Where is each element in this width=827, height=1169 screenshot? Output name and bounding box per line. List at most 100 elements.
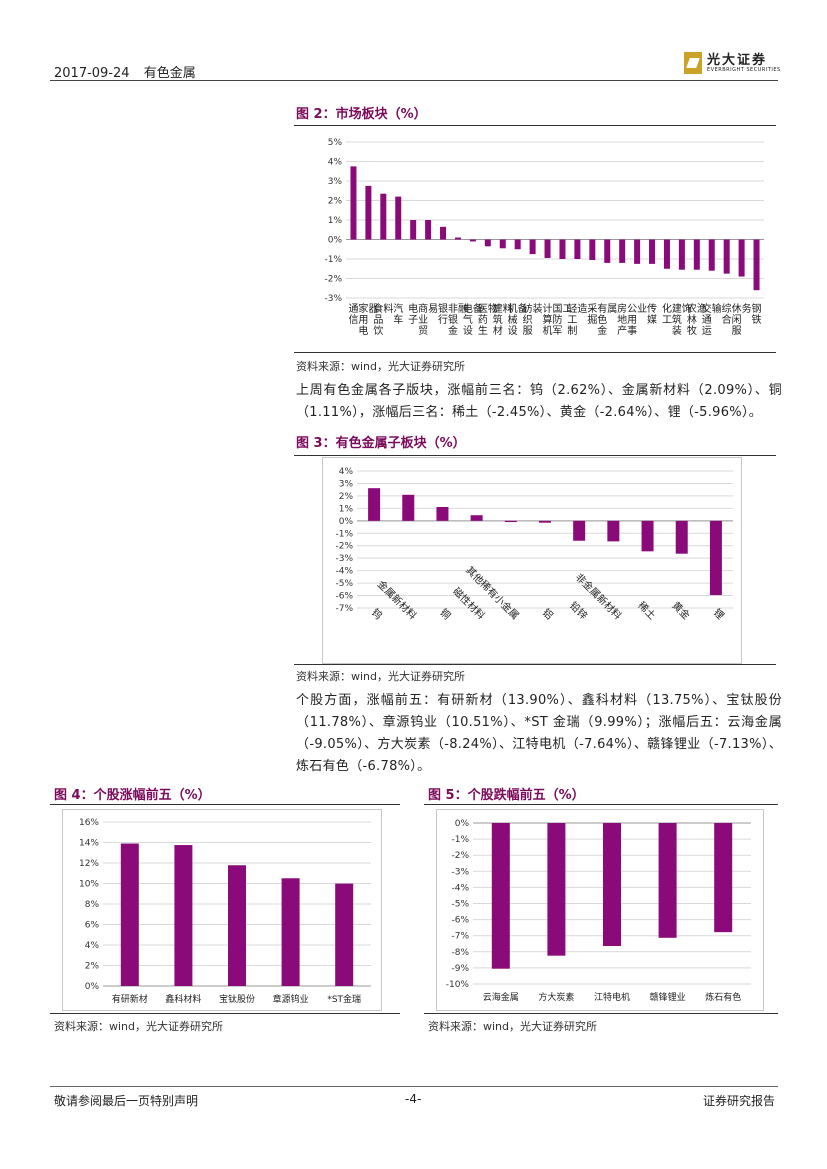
bar	[604, 239, 611, 263]
x-tick-label: 织	[523, 314, 533, 326]
bar	[559, 239, 566, 259]
x-tick-label: 林	[687, 313, 697, 326]
bar	[335, 883, 354, 986]
x-tick-label: 务	[742, 302, 752, 315]
y-tick-label: 1%	[328, 216, 343, 226]
x-tick-label: 云海金属	[483, 991, 519, 1003]
bar	[723, 239, 730, 274]
brand-logo: 光大证券 EVERBRIGHT SECURITIES	[684, 52, 781, 74]
footer-disclaimer: 敬请参阅最后一页特别声明	[54, 1094, 199, 1108]
x-tick-label: 服	[732, 325, 742, 337]
x-tick-label: 料	[503, 302, 513, 315]
y-tick-label: 12%	[79, 859, 99, 869]
logo-mark-icon	[684, 52, 702, 74]
x-tick-label: 防	[552, 313, 562, 326]
x-tick-label: 设	[463, 325, 473, 337]
y-tick-label: 0%	[328, 236, 343, 246]
fig5-top-rule	[424, 804, 778, 805]
bar	[440, 226, 447, 240]
y-tick-label: 6%	[85, 921, 100, 931]
x-tick-label: 输	[712, 302, 722, 315]
x-tick-label: 纺	[523, 302, 533, 315]
x-tick-label: 国	[552, 303, 562, 315]
fig5-title: 图 5：个股跌幅前五（%）	[428, 788, 585, 803]
y-tick-label: -2%	[451, 851, 469, 861]
x-tick-label: 筑	[493, 313, 503, 326]
x-tick-label: 业	[637, 303, 647, 315]
x-tick-label: 子	[408, 314, 418, 326]
y-tick-label: -2%	[324, 275, 342, 285]
bar	[410, 220, 417, 240]
y-tick-label: -9%	[451, 964, 469, 974]
x-tick-label: 江特电机	[594, 991, 630, 1003]
bar	[402, 494, 415, 521]
bar	[547, 823, 566, 956]
bar	[504, 520, 517, 523]
x-tick-label: 铜	[437, 607, 453, 623]
x-tick-label: 铅锌	[567, 599, 590, 622]
bar	[380, 193, 387, 240]
y-tick-label: -5%	[451, 900, 469, 910]
fig5-bottom-rule	[424, 1013, 778, 1014]
bar	[350, 166, 357, 240]
bar	[709, 520, 722, 596]
y-tick-label: -10%	[446, 980, 470, 990]
x-tick-label: 产	[617, 324, 627, 337]
x-tick-label: 方大炭素	[538, 991, 574, 1003]
page-number: -4-	[405, 1092, 422, 1106]
x-tick-label: 装	[672, 324, 682, 337]
y-tick-label: 2%	[339, 492, 354, 502]
bar	[708, 239, 715, 271]
x-tick-label: 金	[448, 324, 458, 337]
x-tick-label: 建	[672, 302, 682, 315]
bar	[368, 488, 381, 521]
fig4-top-rule	[50, 804, 400, 805]
x-tick-label: 备	[518, 302, 528, 315]
y-tick-label: -6%	[335, 592, 353, 602]
x-tick-label: 属	[607, 303, 617, 315]
x-tick-label: 生	[478, 324, 488, 337]
bar	[658, 823, 677, 938]
x-tick-label: 交	[702, 302, 712, 315]
x-tick-label: 有研新材	[112, 993, 148, 1005]
fig3-source: 资料来源：wind，光大证券研究所	[296, 670, 466, 683]
x-tick-label: 渔	[697, 303, 707, 315]
footer-divider	[50, 1086, 778, 1087]
x-tick-label: 工	[562, 304, 572, 315]
x-tick-label: 事	[627, 324, 637, 337]
x-tick-label: 电	[358, 324, 368, 337]
x-tick-label: 品	[373, 314, 383, 326]
fig4-source: 资料来源：wind，光大证券研究所	[54, 1020, 224, 1033]
x-tick-label: 闲	[732, 313, 742, 326]
x-tick-label: 军	[552, 325, 562, 337]
fig3-title: 图 3：有色金属子板块（%）	[296, 436, 466, 451]
x-tick-label: 制	[567, 324, 577, 337]
bar	[663, 239, 670, 269]
x-tick-label: 饮	[373, 324, 383, 337]
x-tick-label: 房	[617, 302, 627, 315]
bar	[753, 239, 760, 291]
x-tick-label: 综	[722, 302, 732, 315]
bar	[228, 865, 246, 986]
x-tick-label: *ST金瑞	[327, 993, 361, 1005]
bar	[574, 239, 581, 259]
x-tick-label: 铝	[540, 607, 556, 623]
x-tick-label: 器	[368, 303, 378, 315]
bar	[573, 520, 586, 541]
x-tick-label: 掘	[587, 313, 597, 326]
y-tick-label: -4%	[335, 567, 353, 577]
x-tick-label: 械	[508, 313, 518, 326]
x-tick-label: 气	[463, 313, 473, 326]
bar	[641, 520, 654, 552]
x-tick-label: 色	[597, 313, 607, 326]
x-tick-label: 食	[373, 302, 383, 315]
x-tick-label: 化	[662, 302, 672, 315]
bar	[607, 520, 620, 542]
bar	[174, 845, 193, 986]
x-tick-label: 饰	[682, 302, 692, 315]
y-tick-label: -2%	[335, 542, 353, 552]
y-tick-label: 4%	[85, 941, 100, 951]
y-tick-label: -4%	[451, 883, 469, 893]
x-tick-label: 电	[463, 302, 473, 315]
fig4-title: 图 4：个股涨幅前五（%）	[54, 788, 211, 803]
